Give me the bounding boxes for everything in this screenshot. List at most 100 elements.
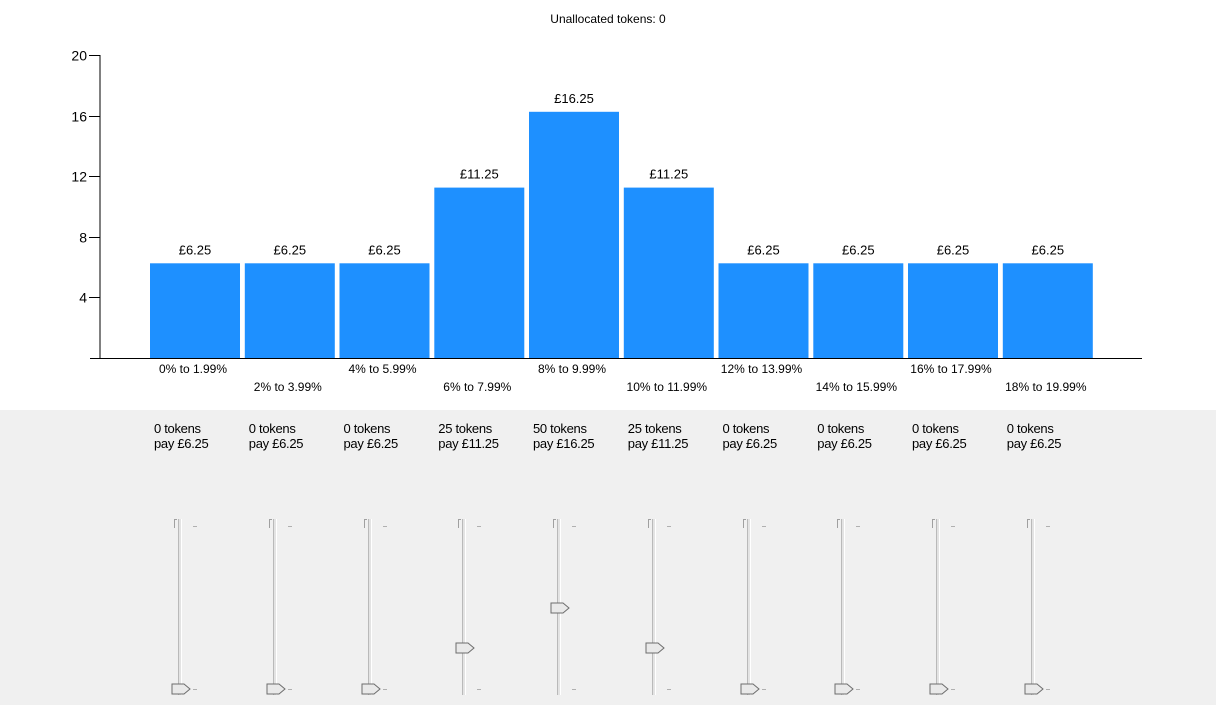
- x-tick-label: 14% to 15.99%: [816, 380, 898, 394]
- slider-cap: [363, 519, 367, 520]
- slider-thumb[interactable]: [929, 683, 949, 695]
- allocation-info: 0 tokens pay £6.25: [249, 421, 339, 451]
- y-tick-label: 4: [79, 290, 87, 306]
- slider-thumb[interactable]: [550, 602, 570, 614]
- pay-label: pay £6.25: [248, 436, 304, 451]
- slider-tick: [666, 689, 671, 690]
- token-slider[interactable]: [159, 516, 199, 698]
- slider-tick: [951, 526, 955, 527]
- slider-thumb[interactable]: [171, 683, 191, 695]
- slider-thumb[interactable]: [361, 683, 381, 695]
- slider-thumb[interactable]: [740, 683, 760, 695]
- allocation-info: 25 tokens pay £11.25: [628, 421, 718, 451]
- slider-cap: [553, 519, 556, 520]
- slider-tick: [382, 689, 387, 690]
- slider-tick: [477, 689, 482, 690]
- slider-tick: [572, 526, 576, 527]
- tokens-label: 25 tokens: [438, 421, 492, 436]
- slider-track[interactable]: [1030, 519, 1035, 695]
- slider-cap: [1026, 519, 1028, 528]
- bar: [1002, 263, 1093, 358]
- slider-track[interactable]: [936, 519, 940, 695]
- allocation-info: 25 tokens pay £11.25: [438, 421, 528, 451]
- slider-cap: [458, 519, 460, 528]
- pay-label: pay £6.25: [154, 436, 209, 451]
- slider-cap: [458, 519, 462, 520]
- token-slider[interactable]: [254, 516, 294, 698]
- slider-track[interactable]: [272, 519, 277, 695]
- slider-cap: [742, 519, 744, 528]
- token-slider[interactable]: [822, 516, 862, 698]
- slider-track[interactable]: [367, 519, 372, 695]
- tokens-label: 0 tokens: [912, 421, 959, 436]
- slider-cap: [742, 519, 746, 520]
- slider-thumb[interactable]: [455, 642, 476, 654]
- pay-label: pay £6.25: [343, 436, 399, 451]
- token-slider[interactable]: [349, 516, 389, 698]
- bar-value-label: £6.25: [274, 242, 307, 257]
- tokens-label: 0 tokens: [817, 421, 865, 436]
- allocation-info: 0 tokens pay £6.25: [344, 421, 434, 451]
- bar-value-label: £11.25: [460, 167, 499, 182]
- slider-tick: [1045, 526, 1050, 527]
- slider-cap: [932, 519, 935, 520]
- bar-chart: 4 8 12 16 20 £6.25 0% to 1.99% £6.25 2% to 3.99%…: [71, 48, 1142, 394]
- bar: [623, 187, 714, 358]
- bar-value-label: £6.25: [747, 242, 780, 257]
- slider-track[interactable]: [841, 519, 846, 695]
- pay-label: pay £6.25: [912, 436, 967, 451]
- pay-label: pay £11.25: [438, 436, 499, 451]
- y-tick-label: 20: [71, 48, 87, 64]
- slider-thumb[interactable]: [834, 683, 855, 695]
- slider-tick: [761, 526, 766, 527]
- tokens-label: 25 tokens: [627, 421, 682, 436]
- slider-track[interactable]: [178, 519, 182, 695]
- bar: [529, 111, 619, 358]
- slider-tick: [287, 689, 292, 690]
- slider-thumb[interactable]: [645, 642, 665, 654]
- token-slider[interactable]: [443, 516, 483, 698]
- allocation-info: 0 tokens pay £6.25: [912, 421, 1002, 451]
- pay-label: pay £6.25: [817, 436, 872, 451]
- x-tick-label: 16% to 17.99%: [910, 362, 992, 376]
- token-slider[interactable]: [728, 516, 768, 698]
- tokens-label: 50 tokens: [533, 421, 587, 436]
- y-tick-label: 12: [71, 169, 87, 185]
- slider-cap: [837, 519, 841, 520]
- slider-tick: [951, 689, 955, 690]
- slider-tick: [287, 526, 292, 527]
- slider-cap: [268, 519, 272, 520]
- bar: [813, 263, 904, 358]
- allocation-info: 0 tokens pay £6.25: [723, 421, 813, 451]
- bar-value-label: £6.25: [1032, 242, 1065, 257]
- x-tick-label: 18% to 19.99%: [1005, 380, 1087, 394]
- x-tick-label: 10% to 11.99%: [627, 380, 708, 394]
- slider-tick: [572, 689, 576, 690]
- slider-track[interactable]: [651, 519, 656, 695]
- slider-track[interactable]: [462, 519, 467, 695]
- token-slider[interactable]: [917, 516, 957, 698]
- bar-value-label: £6.25: [937, 242, 970, 257]
- token-slider[interactable]: [538, 516, 578, 698]
- slider-cap: [553, 519, 554, 528]
- slider-cap: [1026, 519, 1030, 520]
- token-slider[interactable]: [633, 516, 673, 698]
- slider-cap: [647, 519, 651, 520]
- bar-value-label: £6.25: [179, 242, 212, 257]
- y-tick-label: 8: [79, 230, 87, 246]
- slider-tick: [1045, 689, 1050, 690]
- allocation-info: 0 tokens pay £6.25: [1007, 421, 1097, 451]
- unallocated-tokens-label: Unallocated tokens: 0: [550, 12, 666, 26]
- x-tick-label: 6% to 7.99%: [443, 380, 511, 394]
- pay-label: pay £16.25: [533, 436, 595, 451]
- bar: [434, 187, 525, 358]
- x-tick-label: 8% to 9.99%: [538, 362, 606, 376]
- allocation-info: 50 tokens pay £16.25: [533, 421, 623, 451]
- token-slider[interactable]: [1012, 516, 1052, 698]
- slider-cap: [932, 519, 933, 528]
- pay-label: pay £6.25: [1006, 436, 1062, 451]
- tokens-label: 0 tokens: [1006, 421, 1054, 436]
- slider-track[interactable]: [746, 519, 751, 695]
- slider-thumb[interactable]: [266, 683, 286, 695]
- slider-thumb[interactable]: [1024, 683, 1044, 695]
